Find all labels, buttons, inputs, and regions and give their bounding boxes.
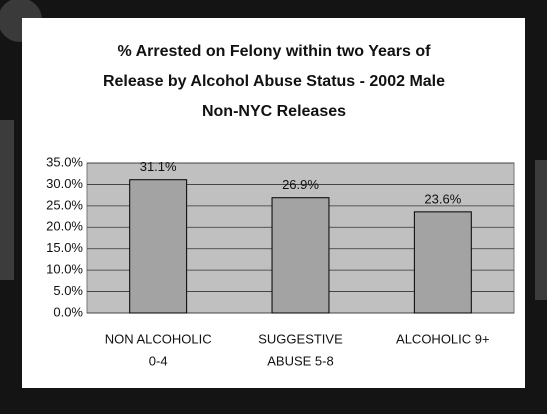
y-tick-label: 15.0% (46, 240, 83, 255)
y-tick-label: 25.0% (46, 197, 83, 212)
bar (413, 211, 472, 314)
value-label: 26.9% (282, 177, 319, 192)
chart-title: % Arrested on Felony within two Years of (118, 43, 432, 60)
y-tick-label: 0.0% (53, 304, 83, 319)
x-tick-label: NON ALCOHOLIC (105, 331, 212, 346)
value-label: 23.6% (424, 191, 461, 206)
y-tick-label: 30.0% (46, 176, 83, 191)
bar (129, 179, 188, 314)
x-tick-label: ALCOHOLIC 9+ (396, 331, 490, 346)
gear-decoration (535, 160, 547, 300)
gear-decoration (0, 120, 14, 280)
value-label: 31.1% (140, 159, 177, 174)
y-tick-label: 10.0% (46, 262, 83, 277)
bar (271, 197, 330, 314)
chart-title: Release by Alcohol Abuse Status - 2002 M… (103, 73, 445, 90)
x-tick-label: ABUSE 5-8 (267, 353, 333, 368)
y-tick-label: 20.0% (46, 219, 83, 234)
x-tick-label: SUGGESTIVE (258, 331, 343, 346)
chart-title: Non-NYC Releases (202, 103, 346, 120)
y-tick-label: 35.0% (46, 154, 83, 169)
x-tick-label: 0-4 (149, 353, 168, 368)
y-tick-label: 5.0% (53, 283, 83, 298)
